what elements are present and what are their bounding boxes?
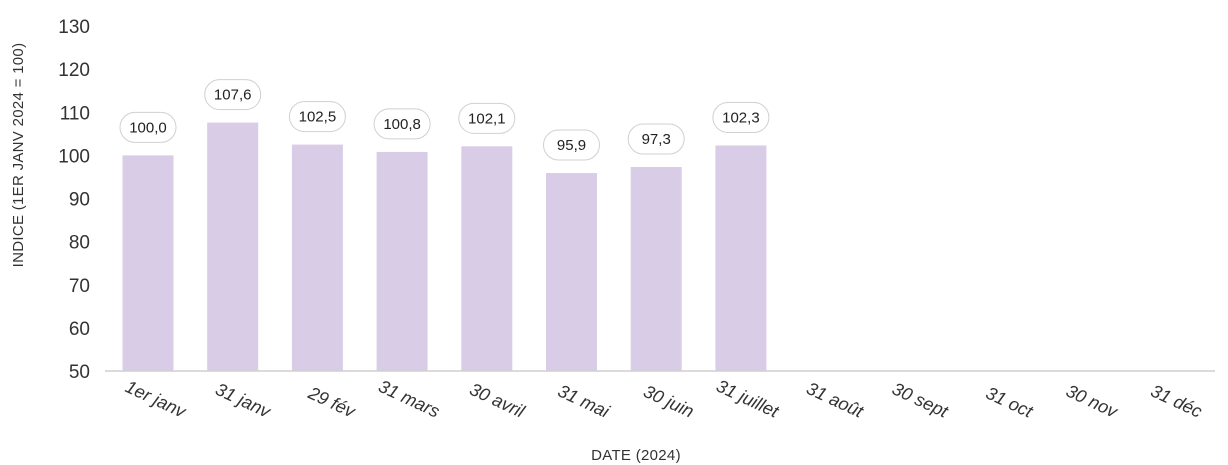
data-label-box [288, 101, 346, 133]
x-tick-label: 31 mars [375, 376, 442, 422]
bar [715, 145, 767, 371]
data-label: 100,0 [119, 111, 177, 143]
data-label-text: 97,3 [642, 131, 671, 148]
data-label-box [712, 101, 770, 133]
data-label-box [119, 111, 177, 143]
data-labels: 100,0 107,6 102,5 100,8 102,1 95,9 97,3 102,3 [119, 79, 770, 161]
data-label-text: 100,0 [129, 119, 167, 136]
y-tick-label: 60 [69, 319, 90, 340]
bar [630, 167, 682, 371]
data-label-text: 100,8 [383, 116, 421, 133]
y-tick-label: 120 [58, 60, 90, 81]
bar [207, 122, 259, 371]
x-tick-label: 30 avril [467, 379, 529, 422]
bars-group [122, 122, 767, 371]
x-tick-label: 31 déc [1148, 381, 1205, 422]
y-tick-label: 50 [69, 362, 90, 383]
y-tick-label: 130 [58, 17, 90, 38]
bar [122, 155, 174, 371]
y-tick-label: 80 [69, 233, 90, 254]
y-tick-label: 110 [60, 103, 90, 124]
bar [291, 144, 343, 371]
data-label: 102,5 [288, 101, 346, 133]
data-label: 107,6 [204, 79, 262, 111]
x-tick-label: 31 juillet [713, 376, 782, 422]
x-tick-labels: 1er janv 31 janv 29 fév 31 mars 30 avril 31 m… [122, 376, 1205, 422]
data-label-box [458, 102, 516, 134]
x-tick-label: 31 oct [983, 383, 1037, 422]
data-label: 95,9 [543, 129, 600, 161]
data-label-box [627, 123, 685, 155]
data-label: 100,8 [373, 108, 431, 140]
data-label: 97,3 [627, 123, 685, 155]
data-label: 102,1 [458, 102, 516, 134]
y-tick-label: 90 [69, 190, 90, 211]
bar [546, 173, 597, 371]
data-label-text: 95,9 [557, 137, 586, 154]
x-tick-label: 30 sept [889, 379, 952, 423]
y-tick-labels: 50 60 70 80 90 100 110 120 130 [58, 17, 90, 383]
data-label-box [204, 79, 262, 111]
data-label-text: 102,5 [299, 109, 337, 126]
y-tick-label: 100 [58, 146, 90, 167]
x-tick-label: 1er janv [122, 376, 189, 422]
data-label-box [373, 108, 431, 140]
data-label-text: 102,1 [468, 110, 506, 127]
y-tick-label: 70 [69, 276, 90, 297]
x-tick-label: 30 juin [640, 381, 697, 422]
data-label: 102,3 [712, 101, 770, 133]
data-label-text: 107,6 [214, 87, 252, 104]
x-tick-label: 31 janv [212, 379, 274, 422]
x-axis-title: DATE (2024) [591, 447, 681, 464]
data-label-text: 102,3 [722, 109, 760, 126]
y-axis-title: INDICE (1ER JANV 2024 = 100) [10, 43, 27, 268]
x-tick-label: 31 mai [555, 381, 613, 422]
bar [461, 146, 513, 371]
x-tick-label: 30 nov [1063, 381, 1121, 422]
x-tick-label: 31 août [803, 378, 867, 422]
data-label-box [543, 129, 600, 161]
x-tick-label: 29 fév [304, 382, 359, 422]
bar [376, 151, 428, 371]
